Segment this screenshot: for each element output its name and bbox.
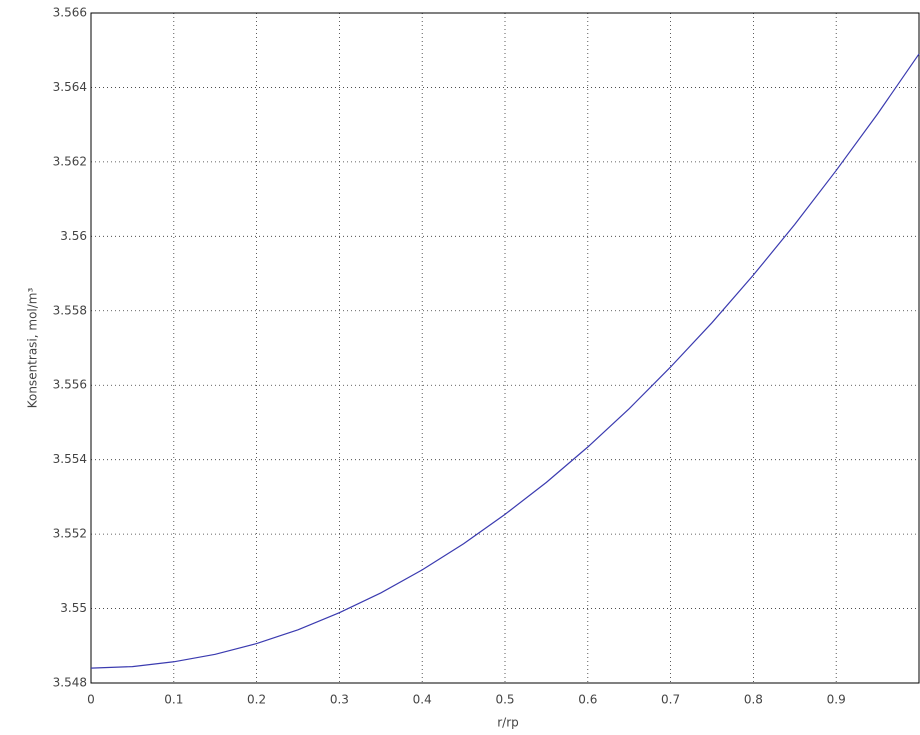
y-tick-label: 3.564 [53,80,87,94]
x-tick-label: 0 [87,693,95,707]
x-tick-label: 0.4 [413,693,432,707]
x-tick-label: 0.8 [744,693,763,707]
background [0,0,920,735]
chart: 3.548 3.55 3.552 3.554 3.556 3.558 3.56 3.562 3.… [0,0,920,735]
y-tick-label: 3.548 [53,676,87,690]
x-tick-label: 0.5 [495,693,514,707]
y-tick-label: 3.566 [53,6,87,20]
x-tick-label: 0.9 [827,693,846,707]
y-tick-label: 3.56 [60,229,87,243]
x-tick-label: 0.6 [578,693,597,707]
x-tick-label: 0.3 [330,693,349,707]
y-tick-label: 3.552 [53,527,87,541]
x-axis-label: r/rp [497,716,519,730]
x-tick-label: 0.1 [164,693,183,707]
y-tick-label: 3.55 [60,601,87,615]
y-tick-label: 3.562 [53,154,87,168]
y-axis-label: Konsentrasi, mol/m³ [26,288,40,409]
x-tick-label: 0.2 [247,693,266,707]
y-tick-label: 3.554 [53,452,87,466]
y-tick-label: 3.556 [53,378,87,392]
x-tick-label: 0.7 [661,693,680,707]
y-tick-label: 3.558 [53,303,87,317]
